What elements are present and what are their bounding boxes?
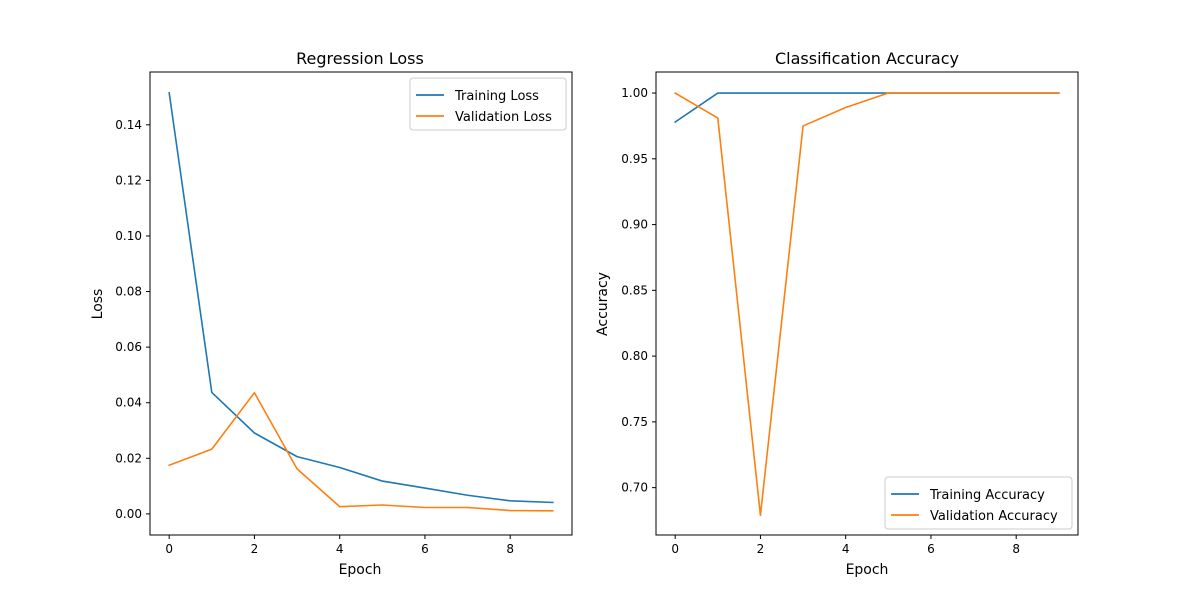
y-tick-label: 0.90: [621, 218, 648, 232]
x-axis-label: Epoch: [846, 562, 889, 578]
series-line-validation-loss: [168, 391, 554, 512]
series-line-training-loss: [168, 91, 554, 504]
x-axis-label: Epoch: [339, 562, 382, 578]
x-tick-label: 4: [336, 542, 344, 556]
x-tick-label: 8: [1012, 542, 1020, 556]
y-tick-label: 1.00: [621, 86, 648, 100]
y-tick-label: 0.04: [115, 396, 142, 410]
x-tick-label: 8: [506, 542, 514, 556]
series-lines: [674, 91, 1060, 517]
axis-ticks: 0 2 4 6 8 0.00 0.02 0.04 0.06 0.08 0.10 0.12 0.14: [115, 118, 514, 556]
y-tick-label: 0.95: [621, 152, 648, 166]
y-tick-label: 0.85: [621, 283, 648, 297]
y-tick-label: 0.14: [115, 118, 142, 132]
series-line-validation-accuracy: [674, 91, 1060, 517]
legend-box: [884, 476, 1073, 530]
chart-title: Regression Loss: [296, 49, 424, 68]
y-tick-label: 0.70: [621, 481, 648, 495]
y-tick-label: 0.80: [621, 349, 648, 363]
x-tick-label: 6: [421, 542, 429, 556]
axis-ticks: 0 2 4 6 8 0.70 0.75 0.80 0.85 0.90 0.95 1.00: [621, 86, 1020, 556]
y-tick-label: 0.75: [621, 415, 648, 429]
y-tick-label: 0.02: [115, 451, 142, 465]
plot-frame: [655, 71, 1079, 536]
legend: Training Accuracy Validation Accuracy: [884, 476, 1073, 530]
legend: Training Loss Validation Loss: [409, 77, 567, 131]
y-axis-label: Loss: [90, 289, 106, 320]
x-tick-label: 2: [251, 542, 259, 556]
x-tick-label: 4: [842, 542, 850, 556]
plot-frame: [149, 71, 573, 536]
y-tick-label: 0.08: [115, 285, 142, 299]
legend-box: [409, 77, 567, 131]
y-tick-label: 0.10: [115, 229, 142, 243]
y-tick-label: 0.00: [115, 507, 142, 521]
x-tick-label: 0: [165, 542, 173, 556]
legend-label: Validation Accuracy: [930, 509, 1058, 524]
legend-label: Training Accuracy: [929, 488, 1045, 503]
chart-title: Classification Accuracy: [775, 49, 959, 68]
legend-label: Training Loss: [454, 89, 539, 104]
y-tick-label: 0.06: [115, 340, 142, 354]
regression-loss-panel: Regression Loss Epoch Loss 0 2 4 6 8 0.00 0.02…: [90, 49, 573, 578]
x-tick-label: 6: [927, 542, 935, 556]
series-lines: [168, 91, 554, 512]
classification-accuracy-panel: Classification Accuracy Epoch Accuracy 0…: [595, 49, 1079, 578]
y-axis-label: Accuracy: [595, 272, 611, 336]
x-tick-label: 2: [757, 542, 765, 556]
legend-label: Validation Loss: [455, 110, 552, 125]
x-tick-label: 0: [671, 542, 679, 556]
y-tick-label: 0.12: [115, 173, 142, 187]
